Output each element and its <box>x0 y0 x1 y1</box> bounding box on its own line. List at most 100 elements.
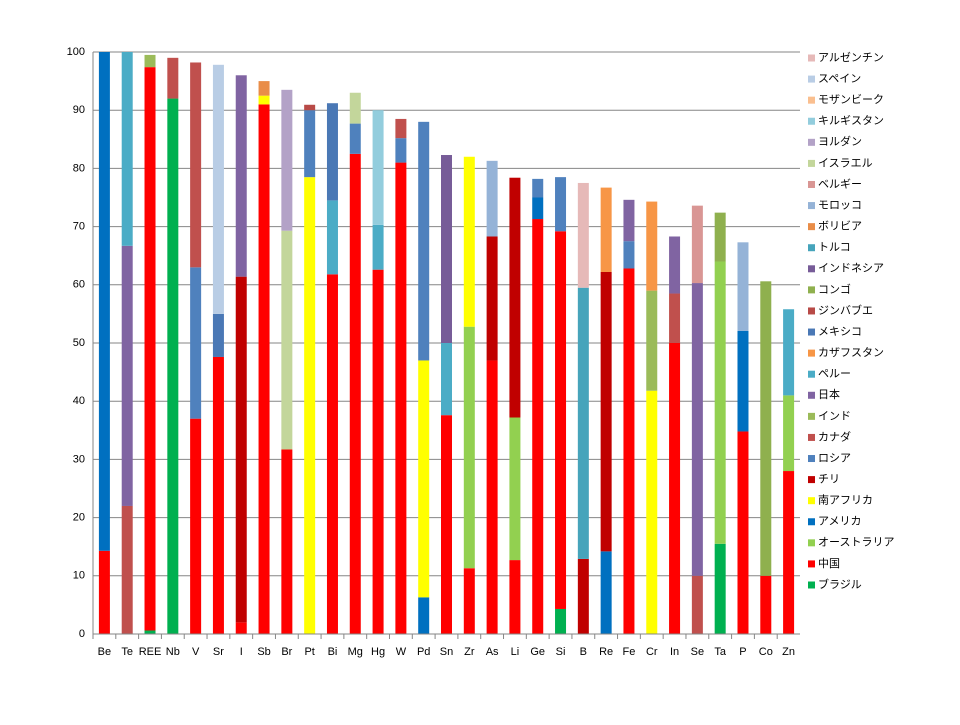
bar-segment <box>486 160 498 237</box>
x-tick-label: Li <box>511 646 520 658</box>
legend-swatch <box>808 202 815 210</box>
legend-label: アルゼンチン <box>818 51 884 64</box>
bar-segment <box>532 219 544 634</box>
y-tick-label: 40 <box>73 395 85 407</box>
bar-segment <box>418 597 430 634</box>
legend-swatch <box>808 497 815 505</box>
legend-swatch <box>808 138 815 146</box>
bar-segment <box>395 138 407 163</box>
bar-segment <box>600 551 612 634</box>
bar-segment <box>258 95 270 105</box>
x-tick-label: Re <box>599 646 613 658</box>
bar-segment <box>304 110 316 178</box>
legend-label: インドネシア <box>818 262 884 275</box>
bar-segment <box>349 123 361 154</box>
legend-label: ブラジル <box>818 577 862 591</box>
x-tick-label: B <box>580 646 587 658</box>
bar-segment <box>441 415 452 634</box>
y-tick-label: 0 <box>79 628 85 640</box>
bar-segment <box>463 156 475 327</box>
legend-label: スペイン <box>818 73 861 85</box>
legend-swatch <box>808 518 815 526</box>
bar-segment <box>532 178 544 198</box>
x-tick-label: P <box>739 646 746 658</box>
x-tick-label: Zr <box>464 646 475 658</box>
legend-swatch <box>808 96 815 104</box>
legend-label: チリ <box>818 473 840 486</box>
legend-swatch <box>808 54 815 62</box>
y-tick-label: 70 <box>73 221 85 233</box>
x-tick-label: Se <box>691 646 704 658</box>
legend-label: 日本 <box>818 387 840 401</box>
bar-segment <box>235 276 247 623</box>
y-tick-label: 90 <box>73 104 85 116</box>
legend-label: モロッコ <box>818 199 862 211</box>
bar-segment <box>441 155 452 343</box>
bar-segment <box>98 52 110 551</box>
legend-label: イスラエル <box>818 157 873 169</box>
x-tick-label: Zn <box>782 646 795 658</box>
bar-segment <box>326 200 338 275</box>
bar-segment <box>212 313 224 357</box>
bar-segment <box>144 67 156 631</box>
bar-segment <box>600 271 612 552</box>
bar-segment <box>600 187 612 272</box>
legend-swatch <box>808 117 815 125</box>
x-tick-label: Ta <box>714 646 727 658</box>
legend-label: コンゴ <box>818 282 851 296</box>
x-tick-label: Pt <box>304 646 314 658</box>
y-tick-label: 30 <box>73 453 85 465</box>
x-tick-label: In <box>670 646 679 658</box>
y-tick-label: 80 <box>73 162 85 174</box>
bar-segment <box>714 543 726 634</box>
x-tick-label: Hg <box>371 646 385 658</box>
legend-label: モザンビーク <box>818 93 884 106</box>
legend-label: ボリビア <box>818 220 862 233</box>
x-tick-label: Bi <box>328 646 338 658</box>
x-tick-label: Nb <box>166 646 180 658</box>
bar-segment <box>281 89 293 231</box>
bar-segment <box>509 177 521 418</box>
bar-segment <box>669 293 681 343</box>
legend-label: 南アフリカ <box>818 494 873 507</box>
bar-segment <box>577 558 589 634</box>
legend-swatch <box>808 412 815 420</box>
bar-segment <box>555 231 567 609</box>
y-tick-label: 10 <box>73 570 85 582</box>
legend-label: トルコ <box>818 242 851 254</box>
x-tick-label: Br <box>281 646 292 658</box>
bar-segment <box>304 177 316 634</box>
legend-swatch <box>808 539 815 547</box>
bar-segment <box>212 356 224 634</box>
bar-segment <box>190 267 202 419</box>
x-tick-label: Cr <box>646 646 658 658</box>
x-tick-label: Ge <box>530 646 545 658</box>
bar-segment <box>441 343 452 416</box>
bar-segment <box>121 505 133 634</box>
legend-label: ヨルダン <box>818 134 862 148</box>
x-tick-label: W <box>396 646 407 658</box>
bar-segment <box>235 75 247 277</box>
bar-segment <box>258 81 270 96</box>
bar-segment <box>395 162 407 634</box>
x-tick-label: Co <box>759 646 773 658</box>
bar-segment <box>646 390 658 634</box>
bar-segment <box>509 560 521 634</box>
bar-segment <box>372 110 384 225</box>
bar-segment <box>577 287 589 559</box>
x-tick-label: Sn <box>440 646 453 658</box>
legend-label: 中国 <box>818 557 840 570</box>
bar-segment <box>691 283 703 576</box>
y-tick-label: 60 <box>73 279 85 291</box>
bar-segment <box>760 575 772 634</box>
legend-label: ペルー <box>818 368 851 380</box>
x-tick-label: REE <box>139 646 162 658</box>
legend-swatch <box>808 244 815 252</box>
legend-swatch <box>808 391 815 399</box>
legend-swatch <box>808 328 815 336</box>
legend-label: ジンバブエ <box>818 303 873 317</box>
legend-label: カナダ <box>818 429 851 443</box>
bar-segment <box>669 236 681 294</box>
bar-segment <box>144 630 156 634</box>
